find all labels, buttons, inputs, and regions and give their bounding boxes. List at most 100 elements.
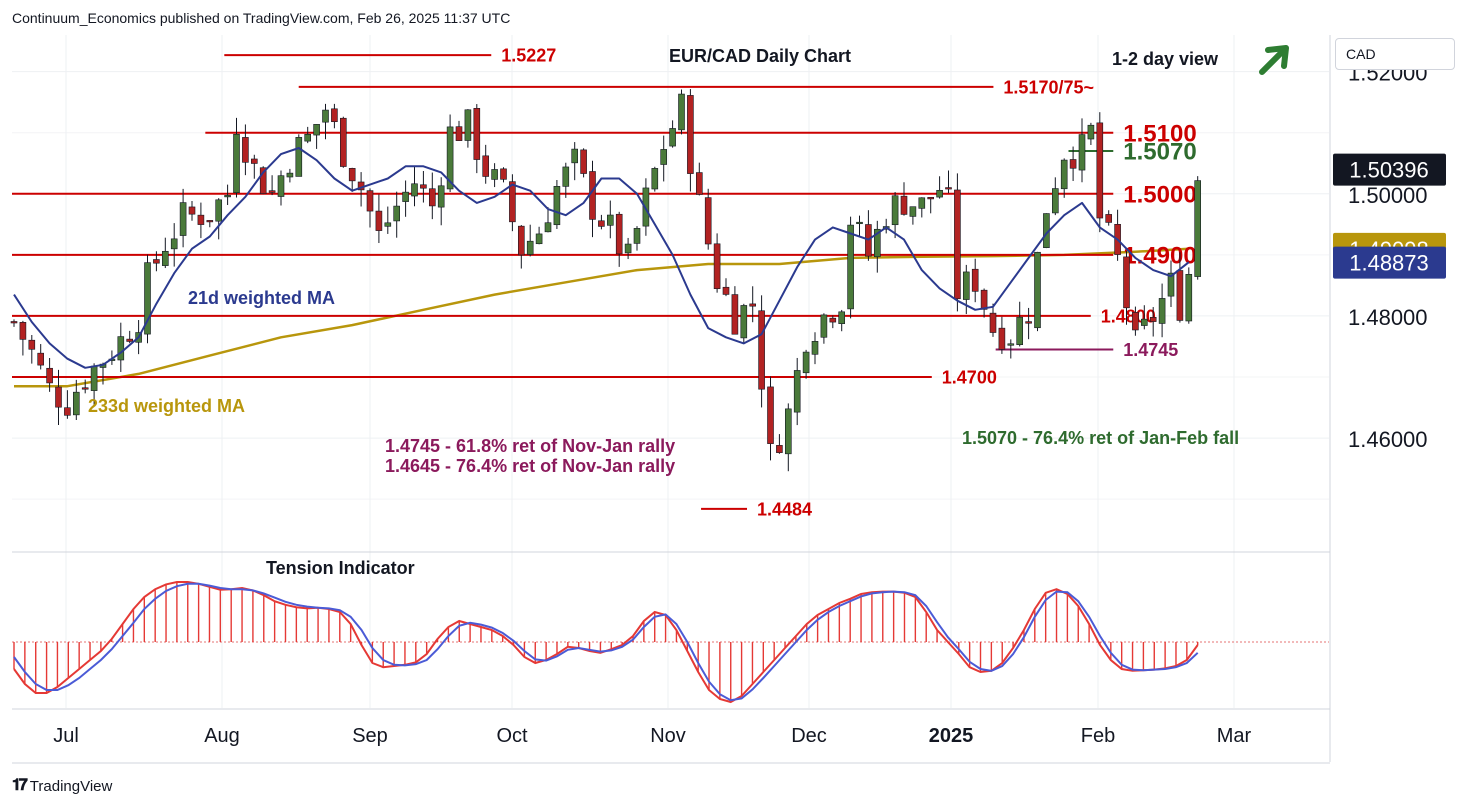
candle-body	[375, 210, 383, 231]
candle	[162, 237, 169, 269]
candle	[606, 200, 614, 239]
candle	[348, 167, 356, 192]
candle-body	[259, 167, 267, 195]
candle	[758, 295, 765, 408]
candle	[473, 104, 481, 174]
tension-indicator-panel	[12, 581, 1329, 704]
retracement-note-1: 1.4745 - 61.8% ret of Nov-Jan rally	[385, 436, 675, 456]
up-right-arrow-icon	[1259, 45, 1289, 75]
candle-body	[509, 181, 516, 223]
level-label: 1.4700	[942, 367, 997, 387]
candle	[375, 194, 383, 244]
candle-body	[197, 214, 205, 225]
candle	[286, 168, 294, 183]
brand-footer[interactable]: 𝟏𝟕 TradingView	[12, 777, 112, 795]
candle-body	[722, 286, 730, 295]
candle	[651, 166, 659, 192]
candle-body	[402, 191, 409, 202]
x-tick-label: Jul	[53, 725, 79, 747]
candle	[500, 167, 507, 183]
candle-body	[517, 225, 525, 256]
candle-body	[1025, 321, 1032, 324]
candle-body	[1194, 180, 1201, 277]
candle-body	[1176, 270, 1184, 321]
candle-body	[767, 386, 774, 444]
candle-body	[891, 195, 899, 226]
candle	[998, 316, 1006, 354]
candle	[1069, 146, 1077, 181]
candle	[384, 206, 392, 234]
candle-body	[980, 289, 988, 310]
view-label: 1-2 day view	[1112, 49, 1219, 69]
candle	[918, 197, 926, 218]
candle-body	[393, 205, 401, 222]
ma-233-weighted	[14, 247, 1189, 388]
candle	[179, 188, 187, 248]
candle	[420, 171, 427, 203]
candle-body	[233, 133, 240, 194]
candle-body	[829, 317, 837, 323]
candle	[660, 135, 668, 182]
candle-body	[598, 220, 605, 227]
candle-body	[153, 259, 160, 264]
candle	[971, 258, 979, 303]
candle-body	[339, 117, 347, 167]
candle	[366, 188, 374, 228]
candle-body	[856, 221, 863, 225]
candle-body	[642, 187, 650, 227]
candle	[535, 226, 543, 245]
candle	[954, 173, 961, 312]
candle-body	[1060, 159, 1068, 190]
candle	[571, 142, 579, 181]
candle-body	[331, 108, 338, 123]
horizontal-levels: 1.52271.5170/75~1.51001.50701.50001.4900…	[12, 46, 1197, 519]
currency-selector-button[interactable]: CAD	[1335, 38, 1455, 70]
candle	[633, 226, 641, 251]
candle-body	[144, 262, 151, 335]
candle	[980, 288, 988, 318]
candle-body	[90, 365, 98, 391]
candle	[170, 223, 178, 267]
price-label-tag: 1.48873	[1333, 246, 1446, 279]
candle	[117, 322, 125, 372]
candle	[1185, 267, 1193, 324]
candle-body	[428, 188, 436, 207]
candle-body	[1132, 312, 1139, 331]
y-tick-label: 1.46000	[1348, 427, 1428, 452]
candle-body	[55, 386, 62, 408]
chart-title: EUR/CAD Daily Chart	[669, 46, 851, 66]
candle-body	[669, 128, 676, 147]
candle	[1194, 176, 1201, 280]
candle	[126, 330, 133, 344]
candle	[268, 175, 276, 196]
candle	[945, 170, 952, 194]
price-label-tag: 1.50396	[1333, 153, 1446, 186]
candle	[517, 225, 525, 269]
candle	[81, 379, 89, 394]
candle	[339, 116, 347, 168]
candle	[749, 286, 757, 323]
candle	[1149, 307, 1157, 337]
candle	[669, 120, 676, 148]
candle-body	[19, 322, 27, 340]
candlesticks	[10, 89, 1201, 472]
candle	[1132, 306, 1139, 336]
candle	[197, 202, 205, 239]
candle-body	[179, 202, 187, 236]
candle	[838, 309, 846, 332]
candle	[678, 89, 685, 135]
candle-body	[1158, 298, 1166, 324]
candle	[242, 124, 249, 176]
candle	[1096, 112, 1104, 233]
level-label: 1.5000	[1123, 181, 1196, 208]
candle	[589, 160, 596, 238]
level-label: 1.5227	[501, 46, 556, 66]
candle	[188, 201, 196, 221]
candle	[802, 349, 810, 379]
candle	[580, 148, 587, 178]
candle	[544, 207, 552, 233]
candle-body	[998, 327, 1006, 350]
candle	[482, 144, 490, 184]
candle	[206, 220, 214, 228]
